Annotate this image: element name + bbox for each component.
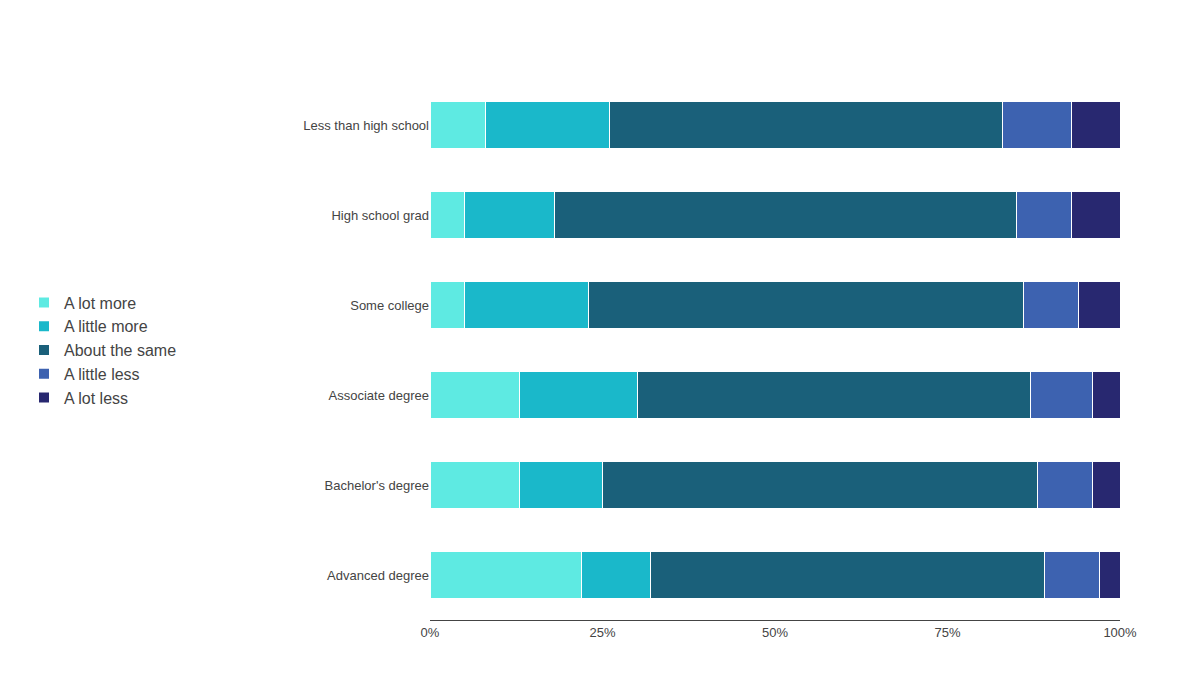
svg-text:A little less: A little less [64, 366, 140, 383]
svg-text:A lot less: A lot less [64, 390, 128, 407]
svg-text:Associate degree: Associate degree [329, 388, 429, 403]
svg-text:High school grad: High school grad [331, 208, 429, 223]
svg-text:A lot more: A lot more [64, 295, 136, 312]
svg-text:50%: 50% [762, 625, 788, 640]
svg-text:A little more: A little more [64, 318, 148, 335]
svg-text:0%: 0% [421, 625, 440, 640]
svg-text:Less than high school: Less than high school [303, 118, 429, 133]
svg-text:Bachelor's degree: Bachelor's degree [325, 478, 429, 493]
svg-text:Some college: Some college [350, 298, 429, 313]
svg-text:75%: 75% [934, 625, 960, 640]
svg-text:Advanced degree: Advanced degree [327, 568, 429, 583]
svg-text:About the same: About the same [64, 342, 176, 359]
svg-text:25%: 25% [589, 625, 615, 640]
svg-text:100%: 100% [1103, 625, 1137, 640]
